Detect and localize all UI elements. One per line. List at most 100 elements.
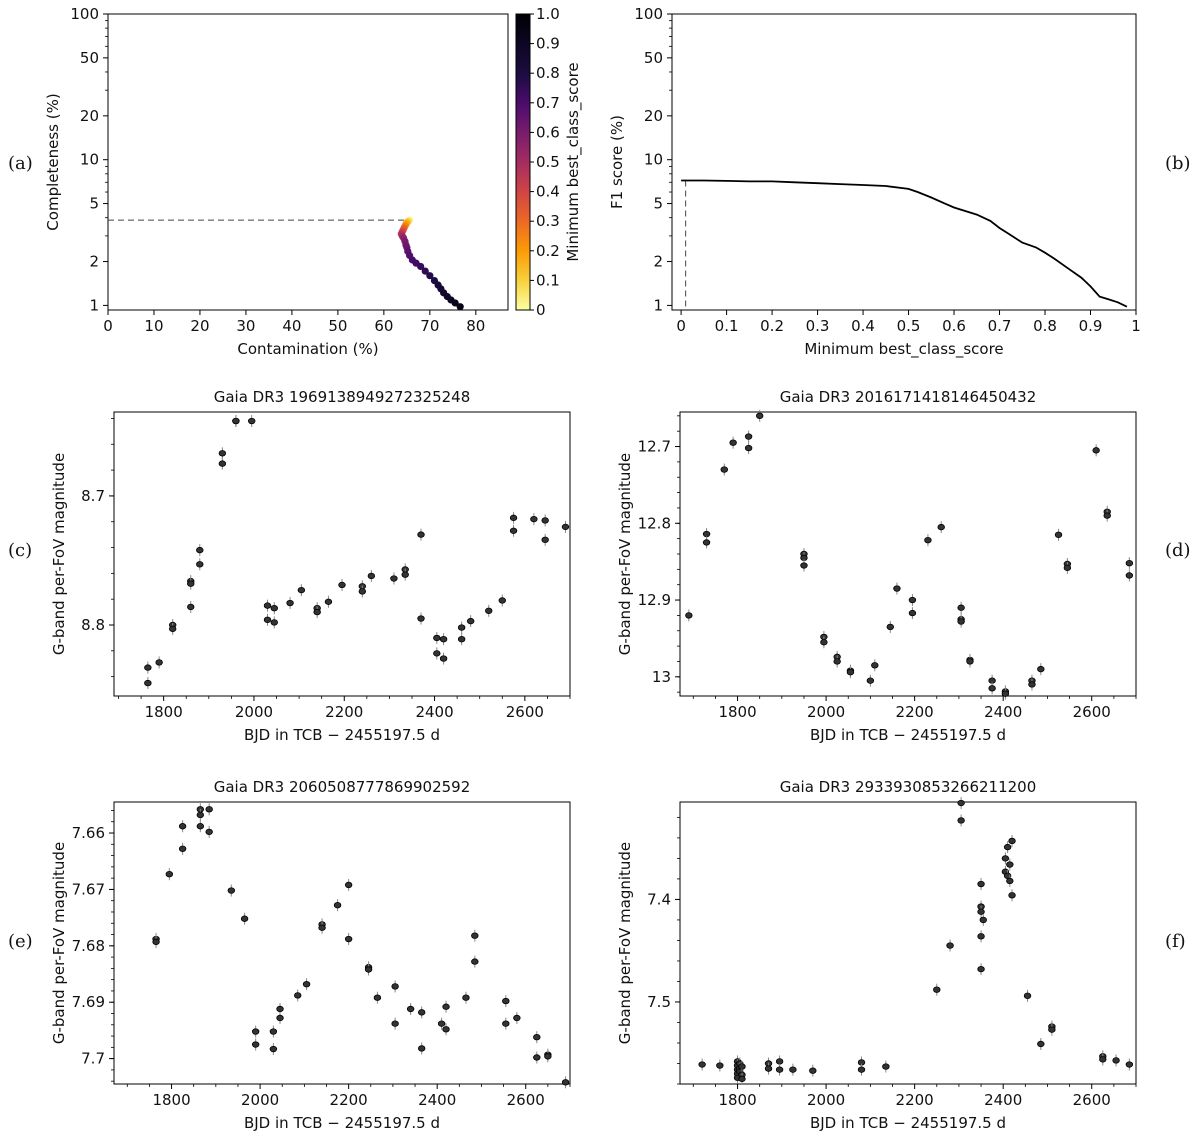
data-point: [313, 608, 321, 616]
x-tick-label: 2600: [1073, 703, 1111, 721]
colorbar: [515, 13, 531, 311]
data-point: [462, 994, 470, 1001]
data-point: [456, 303, 464, 311]
data-point: [437, 1020, 446, 1027]
data-point: [744, 444, 753, 452]
x-tick-label: 1800: [152, 1091, 190, 1109]
data-point: [367, 572, 376, 580]
data-point: [1001, 690, 1010, 697]
data-point: [333, 902, 342, 909]
colorbar-tick-label: 0.8: [536, 64, 560, 82]
data-point: [187, 603, 195, 611]
data-point: [276, 1005, 284, 1013]
data-point: [439, 636, 448, 643]
y-axis-label: G-band per-FoV magnitude: [50, 842, 68, 1044]
data-point: [509, 527, 518, 534]
data-point: [227, 887, 236, 894]
data-point: [269, 1045, 278, 1053]
x-tick-label: 2400: [984, 703, 1022, 721]
chart-panel-a: 0 10 20 30 40 50 60 70 80 1 2 5 10 20 50 100 Contaminati…: [44, 5, 583, 358]
colorbar-tick-label: 0.3: [536, 212, 560, 230]
data-point: [716, 1062, 724, 1069]
data-point: [1003, 843, 1012, 851]
x-tick-label: 0.5: [897, 317, 921, 335]
data-point: [541, 536, 549, 543]
data-point: [165, 870, 174, 878]
x-axis-label: Contamination (%): [237, 340, 378, 358]
chart-panel-f: 1800 2000 2200 2400 2600 7.4 7.5 BJD in TCB − 2…: [616, 778, 1137, 1132]
data-point: [977, 908, 985, 915]
colorbar-tick-label: 0.2: [536, 242, 560, 260]
data-point: [442, 1026, 450, 1033]
y-tick-label: 5: [653, 195, 663, 213]
data-point: [294, 992, 302, 999]
chart-panel-c: 1800 2000 2200 2400 2600 8.7 8.8 BJD in TCB − 2…: [50, 388, 571, 744]
x-tick-label: 30: [236, 317, 255, 335]
plot-frame: [679, 411, 1137, 697]
x-tick-label: 2000: [807, 1091, 845, 1109]
y-tick-label: 10: [80, 151, 99, 169]
data-point: [977, 965, 985, 973]
data-point: [218, 460, 227, 467]
data-point: [988, 685, 996, 692]
data-point: [946, 942, 954, 949]
data-point: [738, 1075, 746, 1083]
y-tick-label: 7.69: [72, 993, 105, 1011]
x-tick-label: 2600: [1073, 1091, 1111, 1109]
data-point: [685, 612, 693, 619]
x-tick-label: 10: [144, 317, 163, 335]
data-point: [417, 615, 425, 622]
y-tick-label: 7.5: [647, 993, 671, 1011]
data-point: [1001, 855, 1010, 862]
data-point: [344, 881, 353, 889]
data-point: [155, 659, 163, 666]
data-point: [318, 924, 326, 931]
y-tick-label: 20: [80, 107, 99, 125]
data-point: [1092, 447, 1100, 454]
data-point: [893, 585, 901, 592]
colorbar-tick-label: 0.6: [536, 123, 560, 141]
data-point: [533, 1054, 541, 1061]
data-point: [442, 1003, 450, 1010]
data-point: [1028, 681, 1036, 688]
x-tick-label: 2000: [241, 1091, 279, 1109]
y-tick-label: 10: [644, 151, 663, 169]
data-point: [561, 1079, 570, 1086]
y-tick-label: 1: [653, 296, 663, 314]
data-point: [966, 658, 974, 665]
data-point: [957, 799, 965, 807]
data-point: [251, 1028, 260, 1035]
data-point: [417, 262, 425, 271]
x-tick-label: 0: [103, 317, 113, 335]
colorbar-label: Minimum best_class_score: [564, 62, 583, 261]
x-axis-label: Minimum best_class_score: [804, 340, 1003, 359]
data-point: [541, 517, 549, 524]
data-point: [168, 625, 177, 633]
data-point: [775, 1066, 784, 1073]
data-point: [1112, 1057, 1120, 1064]
data-point: [1037, 1040, 1045, 1048]
y-tick-label: 7.68: [72, 937, 105, 955]
x-tick-label: 0.3: [806, 317, 830, 335]
data-point: [391, 1020, 399, 1027]
colorbar-tick-label: 0.7: [536, 94, 560, 112]
data-point: [152, 938, 160, 946]
data-point: [1054, 531, 1063, 539]
data-point: [789, 1066, 797, 1073]
data-point: [886, 623, 894, 631]
x-tick-label: 0.4: [851, 317, 875, 335]
data-point: [937, 523, 945, 531]
panel-letter-e: (e): [8, 931, 33, 952]
y-axis-label: Completeness (%): [44, 93, 62, 230]
data-point: [1008, 892, 1016, 899]
data-point: [702, 539, 711, 546]
data-point: [1063, 564, 1072, 572]
chart-title: Gaia DR3 1969138949272325248: [214, 388, 471, 406]
data-point: [263, 602, 272, 609]
data-point: [433, 634, 441, 642]
data-point: [196, 811, 205, 819]
x-tick-label: 0.2: [760, 317, 784, 335]
y-tick-label: 8.8: [81, 616, 105, 634]
x-tick-label: 0.9: [1079, 317, 1103, 335]
data-point: [417, 531, 425, 538]
